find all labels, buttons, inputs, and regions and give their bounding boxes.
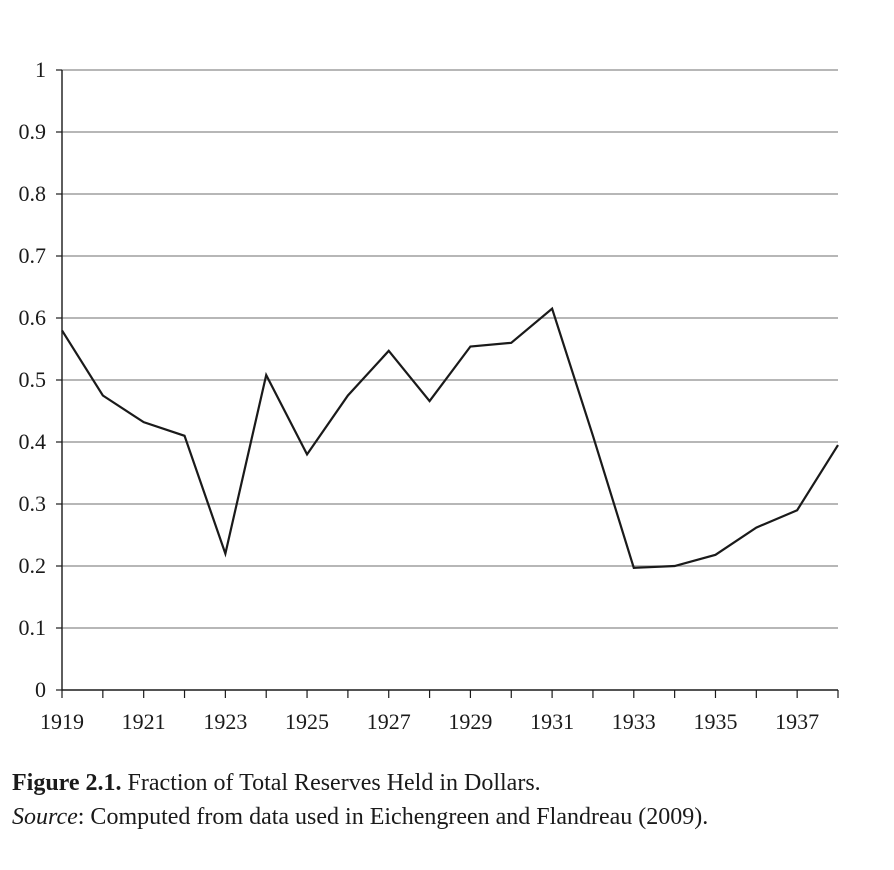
x-tick-label: 1923 xyxy=(203,709,247,734)
caption-title-line: Figure 2.1. Fraction of Total Reserves H… xyxy=(12,766,708,800)
y-tick-label: 0.2 xyxy=(19,553,47,578)
x-tick-label: 1937 xyxy=(775,709,819,734)
figure-label: Figure 2.1. xyxy=(12,770,122,796)
x-tick-label: 1935 xyxy=(693,709,737,734)
x-tick-label: 1921 xyxy=(122,709,166,734)
figure-caption: Figure 2.1. Fraction of Total Reserves H… xyxy=(12,766,708,834)
grid-lines xyxy=(62,69,838,629)
source-text: : Computed from data used in Eichengreen… xyxy=(77,804,709,830)
y-axis-ticks: 0 0.1 0.2 0.3 0.4 0.5 0.6 0.7 0.8 0.9 1 xyxy=(19,57,62,702)
y-tick-label: 0.4 xyxy=(19,429,47,454)
series-line xyxy=(61,306,839,569)
y-tick-label: 0.8 xyxy=(19,181,47,206)
caption-source-line: Source: Computed from data used in Eiche… xyxy=(12,800,708,834)
y-tick-label: 0 xyxy=(35,677,46,702)
x-tick-label: 1925 xyxy=(285,709,329,734)
x-tick-label: 1931 xyxy=(530,709,574,734)
x-tick-label: 1927 xyxy=(367,709,411,734)
x-tick-label: 1929 xyxy=(448,709,492,734)
source-label: Source xyxy=(12,804,78,830)
y-tick-label: 0.9 xyxy=(19,119,47,144)
y-tick-label: 0.3 xyxy=(19,491,47,516)
x-tick-label: 1933 xyxy=(612,709,656,734)
y-tick-label: 0.6 xyxy=(19,305,47,330)
y-tick-label: 0.5 xyxy=(19,367,47,392)
line-chart: 00.10.20.30.40.50.60.70.80.91 1919 1921 19… xyxy=(19,57,839,734)
y-tick-label: 1 xyxy=(35,57,46,82)
y-tick-label: 0.7 xyxy=(19,243,47,268)
x-tick-label: 1919 xyxy=(40,709,84,734)
figure-title: Fraction of Total Reserves Held in Dolla… xyxy=(121,770,541,796)
x-axis-ticks: 1919 1921 1923 1925 1927 1929 1931 1933 1935 1937 xyxy=(40,690,839,734)
series-group xyxy=(61,306,839,569)
y-tick-label: 0.1 xyxy=(19,615,47,640)
